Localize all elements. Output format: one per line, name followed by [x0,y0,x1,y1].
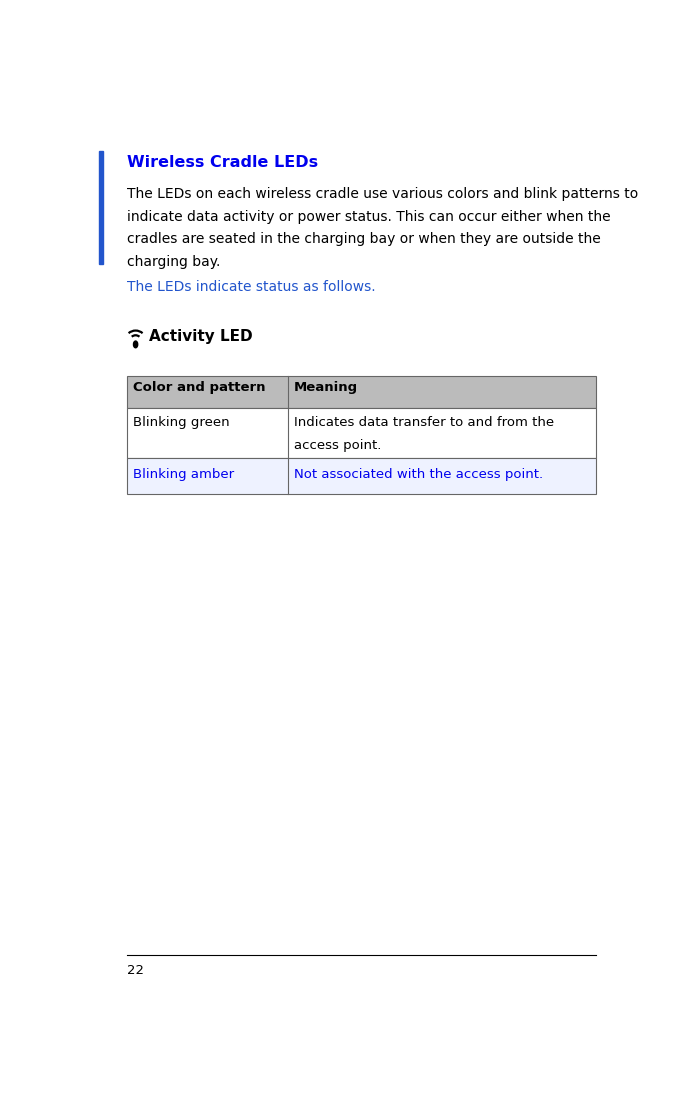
Text: Meaning: Meaning [294,382,358,395]
Bar [127,458,596,493]
Text: Blinking green: Blinking green [133,416,230,429]
Text: 22: 22 [127,964,144,977]
Text: The LEDs indicate status as follows.: The LEDs indicate status as follows. [127,280,376,294]
Text: Not associated with the access point.: Not associated with the access point. [294,468,543,481]
Text: charging bay.: charging bay. [127,255,220,269]
Bar [127,375,596,408]
Text: access point.: access point. [294,439,381,452]
Circle shape [133,341,137,348]
Text: Wireless Cradle LEDs: Wireless Cradle LEDs [127,155,318,170]
Text: Indicates data transfer to and from the: Indicates data transfer to and from the [294,416,554,429]
Text: cradles are seated in the charging bay or when they are outside the: cradles are seated in the charging bay o… [127,232,601,246]
Text: Color and pattern: Color and pattern [133,382,266,395]
Text: Activity LED: Activity LED [150,329,253,345]
Text: indicate data activity or power status. This can occur either when the: indicate data activity or power status. … [127,210,611,223]
Bar [127,408,596,458]
Text: The LEDs on each wireless cradle use various colors and blink patterns to: The LEDs on each wireless cradle use var… [127,187,639,201]
Text: Blinking amber: Blinking amber [133,468,235,481]
Bar [99,151,103,264]
